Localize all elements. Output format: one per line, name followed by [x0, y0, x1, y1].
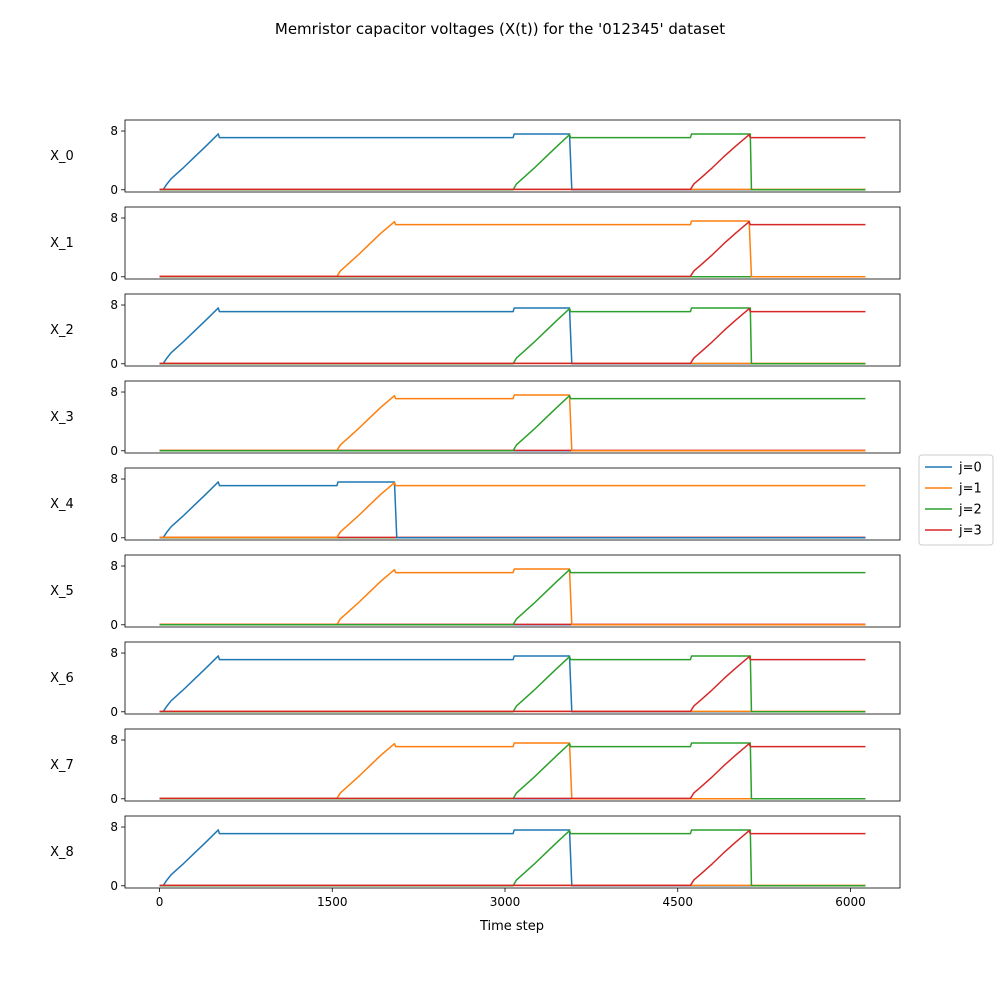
- series-group: [159, 829, 866, 887]
- series-line-j=2: [159, 568, 866, 626]
- panel-X_2: 0 8 X_2: [50, 293, 901, 371]
- series-line-j=0: [159, 655, 866, 713]
- y-tick-label: 8: [110, 820, 118, 834]
- panel-ylabel: X_1: [50, 236, 74, 251]
- series-group: [159, 220, 866, 278]
- y-tick-label: 8: [110, 646, 118, 660]
- y-tick-label: 8: [110, 298, 118, 312]
- legend-frame: [918, 454, 994, 546]
- series-line-j=2: [159, 655, 866, 713]
- panel-X_7: 0 8 X_7: [50, 728, 901, 806]
- panel-ylabel: X_8: [50, 845, 74, 860]
- series-line-j=3: [159, 742, 866, 800]
- series-line-j=2: [159, 394, 866, 452]
- panel-ylabel: X_5: [50, 584, 74, 599]
- x-tick-label: 1500: [317, 895, 348, 909]
- y-tick-label: 0: [110, 531, 118, 545]
- series-line-j=1: [159, 481, 866, 539]
- panel-frame: [124, 467, 901, 541]
- panel-ylabel: X_4: [50, 497, 74, 512]
- y-tick-label: 0: [110, 792, 118, 806]
- series-line-j=3: [159, 133, 866, 191]
- panel-ylabel: X_0: [50, 149, 74, 164]
- x-tick-label: 6000: [835, 895, 866, 909]
- panel-ylabel: X_3: [50, 410, 74, 425]
- series-group: [159, 307, 866, 365]
- series-line-j=0: [159, 829, 866, 887]
- series-line-j=2: [159, 307, 866, 365]
- series-line-j=1: [159, 742, 866, 800]
- panel-X_6: 0 8 X_6: [50, 641, 901, 719]
- panel-frame: [124, 815, 901, 889]
- y-tick-label: 0: [110, 270, 118, 284]
- series-line-j=1: [159, 568, 866, 626]
- panel-X_4: 0 8 X_4: [50, 467, 901, 545]
- y-tick-label: 0: [110, 705, 118, 719]
- panel-frame: [124, 641, 901, 715]
- panel-frame: [124, 728, 901, 802]
- panel-X_0: 0 8 X_0: [50, 119, 901, 197]
- y-tick-label: 8: [110, 211, 118, 225]
- y-tick-label: 0: [110, 879, 118, 893]
- series-line-j=3: [159, 220, 866, 278]
- y-tick-label: 8: [110, 385, 118, 399]
- series-group: [159, 655, 866, 713]
- y-tick-label: 0: [110, 183, 118, 197]
- series-line-j=2: [159, 829, 866, 887]
- panel-X_3: 0 8 X_3: [50, 380, 901, 458]
- legend-label: j=3: [958, 524, 982, 539]
- y-tick-label: 0: [110, 357, 118, 371]
- series-group: [159, 742, 866, 800]
- x-tick-label: 4500: [662, 895, 693, 909]
- series-line-j=2: [159, 133, 866, 191]
- series-group: [159, 133, 866, 191]
- series-line-j=2: [159, 742, 866, 800]
- series-line-j=0: [159, 481, 866, 539]
- panel-X_5: 0 8 X_5: [50, 554, 901, 632]
- series-line-j=3: [159, 829, 866, 887]
- series-line-j=0: [159, 307, 866, 365]
- panel-frame: [124, 206, 901, 280]
- panel-frame: [124, 554, 901, 628]
- panel-ylabel: X_2: [50, 323, 74, 338]
- x-axis-label: Time step: [479, 919, 544, 934]
- panel-frame: [124, 119, 901, 193]
- y-tick-label: 8: [110, 733, 118, 747]
- y-tick-label: 8: [110, 472, 118, 486]
- y-tick-label: 8: [110, 124, 118, 138]
- legend-label: j=0: [958, 461, 982, 476]
- y-tick-label: 8: [110, 559, 118, 573]
- chart-title: Memristor capacitor voltages (X(t)) for …: [275, 20, 725, 38]
- chart-panels: 0 8 X_0 0 8 X_1 0 8 X_2 0 8 X_3 0 8 X_4 0 8 X_5 0 8 X_6 0 8 X_7…: [50, 119, 901, 909]
- legend-label: j=2: [958, 503, 982, 518]
- legend-label: j=1: [958, 482, 982, 497]
- panel-frame: [124, 293, 901, 367]
- series-group: [159, 481, 866, 539]
- y-tick-label: 0: [110, 444, 118, 458]
- series-line-j=1: [159, 220, 866, 278]
- panel-ylabel: X_7: [50, 758, 74, 773]
- x-tick-label: 0: [156, 895, 164, 909]
- panel-X_1: 0 8 X_1: [50, 206, 901, 284]
- panel-X_8: 0 8 X_8 0 1500 3000 4500 6000: [50, 815, 901, 909]
- series-line-j=0: [159, 133, 866, 191]
- panel-frame: [124, 380, 901, 454]
- series-line-j=1: [159, 394, 866, 452]
- y-tick-label: 0: [110, 618, 118, 632]
- x-tick-label: 3000: [490, 895, 521, 909]
- series-group: [159, 568, 866, 626]
- series-group: [159, 394, 866, 452]
- legend: j=0 j=1 j=2 j=3: [918, 454, 994, 546]
- series-line-j=3: [159, 655, 866, 713]
- series-line-j=3: [159, 307, 866, 365]
- panel-ylabel: X_6: [50, 671, 74, 686]
